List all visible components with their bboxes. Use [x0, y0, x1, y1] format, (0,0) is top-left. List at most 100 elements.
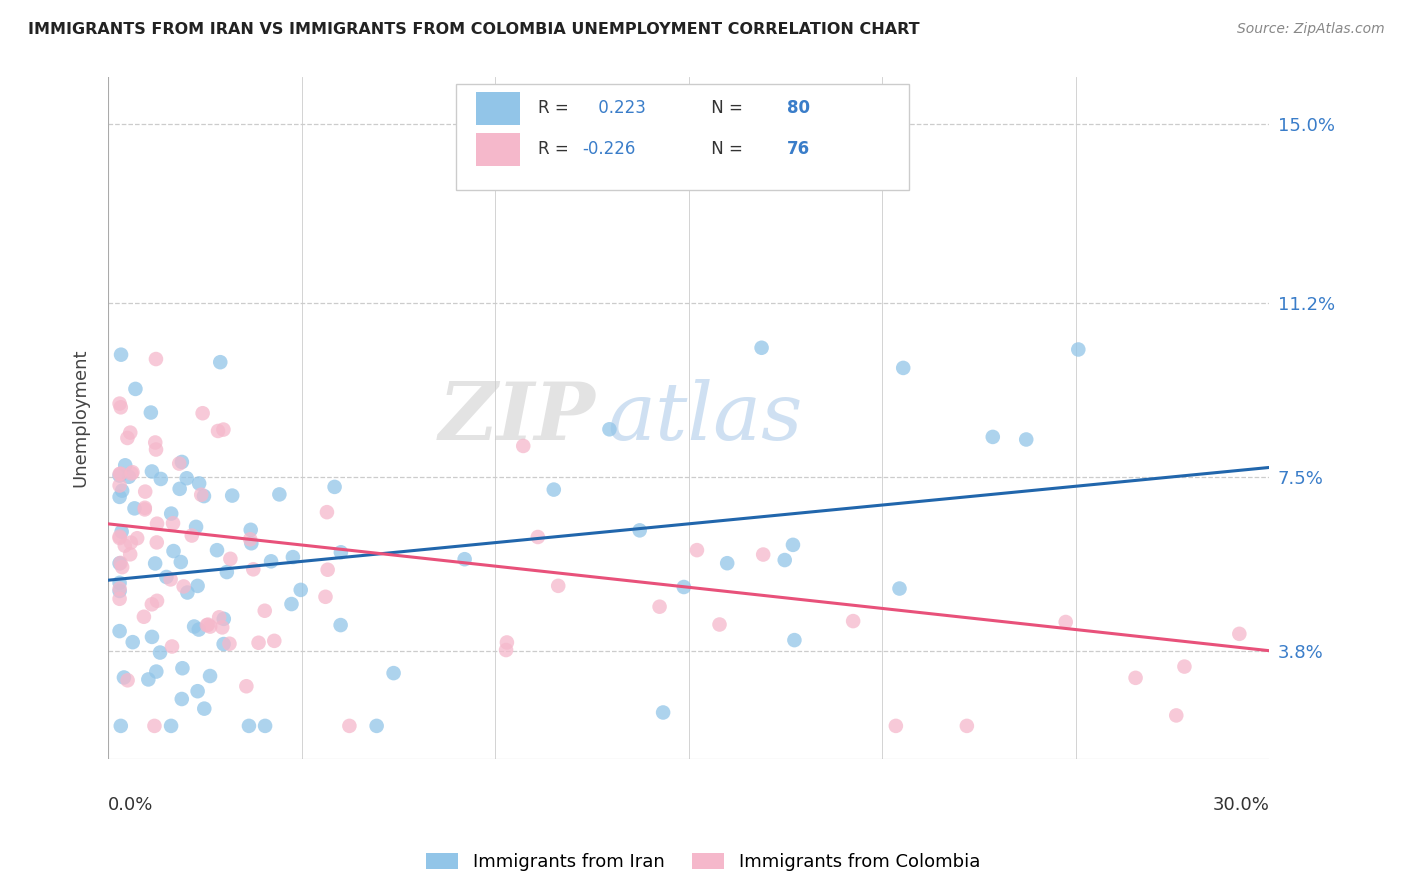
Point	[190, 488, 212, 502]
Point	[212, 423, 235, 437]
Point	[108, 467, 131, 481]
Point	[315, 590, 337, 604]
Point	[193, 701, 215, 715]
Text: 30.0%: 30.0%	[1212, 797, 1270, 814]
Point	[183, 619, 205, 633]
FancyBboxPatch shape	[477, 93, 520, 125]
Text: 76: 76	[787, 140, 810, 158]
Point	[1125, 671, 1147, 685]
Point	[239, 523, 262, 537]
Point	[242, 562, 264, 576]
Point	[1015, 433, 1038, 447]
Point	[149, 472, 172, 486]
Point	[316, 563, 339, 577]
Point	[260, 554, 283, 568]
Point	[751, 341, 773, 355]
Point	[167, 457, 190, 471]
Point	[884, 719, 907, 733]
Point	[110, 467, 132, 481]
Point	[1067, 343, 1090, 357]
Point	[495, 643, 517, 657]
Point	[382, 666, 405, 681]
Point	[145, 665, 167, 679]
Point	[716, 556, 738, 570]
Point	[143, 557, 166, 571]
Point	[134, 502, 156, 516]
Point	[512, 439, 534, 453]
Point	[155, 570, 177, 584]
Point	[114, 458, 136, 473]
Point	[197, 617, 219, 632]
Point	[108, 490, 131, 504]
Point	[114, 539, 136, 553]
Y-axis label: Unemployment: Unemployment	[72, 349, 89, 487]
Text: N =: N =	[706, 140, 748, 158]
Point	[143, 719, 166, 733]
Text: atlas: atlas	[607, 379, 803, 457]
Point	[149, 646, 172, 660]
Point	[180, 528, 202, 542]
Text: -0.226: -0.226	[582, 140, 636, 158]
Point	[543, 483, 565, 497]
Point	[339, 719, 361, 733]
Point	[240, 536, 263, 550]
Point	[111, 483, 134, 498]
Point	[132, 609, 155, 624]
Point	[218, 637, 240, 651]
Point	[120, 425, 142, 440]
Point	[110, 719, 132, 733]
Point	[628, 524, 651, 538]
Point	[111, 524, 134, 539]
Point	[188, 476, 211, 491]
Point	[198, 619, 221, 633]
Point	[981, 430, 1004, 444]
Point	[212, 637, 235, 651]
Point	[329, 618, 352, 632]
Point	[187, 684, 209, 698]
Point	[110, 556, 132, 570]
Point	[121, 635, 143, 649]
Point	[160, 640, 183, 654]
Point	[121, 465, 143, 479]
Point	[1173, 659, 1195, 673]
Point	[112, 671, 135, 685]
Point	[108, 468, 131, 483]
Point	[198, 669, 221, 683]
Point	[145, 535, 167, 549]
Point	[169, 482, 191, 496]
Point	[290, 582, 312, 597]
Point	[124, 501, 146, 516]
Point	[117, 431, 139, 445]
Point	[956, 719, 979, 733]
Point	[212, 612, 235, 626]
Point	[170, 555, 193, 569]
Point	[108, 575, 131, 590]
Point	[238, 719, 260, 733]
Point	[160, 719, 183, 733]
Point	[496, 635, 519, 649]
Point	[547, 579, 569, 593]
Point	[453, 552, 475, 566]
Point	[127, 531, 149, 545]
Point	[159, 573, 181, 587]
Point	[316, 505, 339, 519]
Point	[783, 633, 806, 648]
Point	[652, 706, 675, 720]
Point	[108, 591, 131, 606]
Point	[172, 661, 194, 675]
Point	[247, 636, 270, 650]
Point	[162, 544, 184, 558]
Point	[211, 620, 233, 634]
Point	[889, 582, 911, 596]
Point	[598, 422, 620, 436]
Point	[108, 582, 131, 596]
Point	[891, 360, 914, 375]
Point	[110, 348, 132, 362]
Point	[170, 455, 193, 469]
Point	[219, 551, 242, 566]
Legend: Immigrants from Iran, Immigrants from Colombia: Immigrants from Iran, Immigrants from Co…	[419, 846, 987, 879]
Point	[209, 355, 232, 369]
Point	[366, 719, 388, 733]
Point	[170, 692, 193, 706]
Point	[108, 478, 131, 492]
